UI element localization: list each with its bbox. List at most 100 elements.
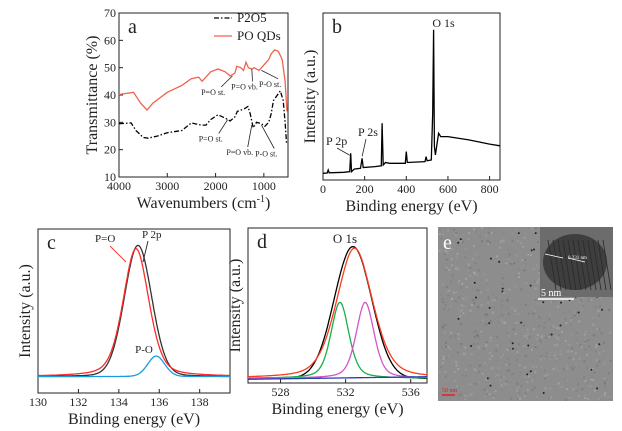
texture-speck	[539, 302, 542, 305]
texture-speck	[496, 374, 499, 377]
texture-speck	[474, 324, 477, 327]
texture-speck	[472, 288, 475, 291]
texture-speck	[502, 321, 505, 324]
texture-speck	[605, 359, 607, 362]
texture-speck	[549, 388, 552, 390]
texture-speck	[540, 302, 543, 305]
texture-speck	[583, 360, 586, 363]
quantum-dot	[473, 281, 476, 284]
texture-speck	[508, 256, 510, 259]
texture-speck	[552, 325, 555, 328]
texture-speck	[571, 355, 574, 358]
texture-speck	[590, 348, 593, 351]
texture-speck	[490, 276, 493, 279]
texture-speck	[474, 253, 477, 256]
texture-speck	[478, 296, 481, 299]
texture-speck	[438, 228, 441, 231]
texture-speck	[479, 247, 482, 250]
texture-speck	[603, 362, 606, 365]
texture-speck	[484, 394, 487, 397]
texture-speck	[492, 366, 495, 369]
texture-speck	[533, 280, 536, 283]
texture-speck	[570, 332, 572, 335]
texture-speck	[555, 351, 558, 353]
texture-speck	[469, 383, 472, 386]
texture-speck	[483, 347, 485, 350]
texture-speck	[517, 244, 520, 247]
texture-speck	[501, 283, 504, 286]
annotation-label: P=O st.	[201, 88, 225, 97]
texture-speck	[585, 330, 587, 333]
texture-speck	[488, 357, 491, 360]
texture-speck	[489, 320, 492, 323]
texture-speck	[575, 332, 578, 334]
texture-speck	[577, 395, 580, 397]
texture-speck	[498, 297, 501, 300]
texture-speck	[534, 299, 537, 302]
texture-speck	[464, 251, 467, 254]
texture-speck	[491, 355, 494, 357]
texture-speck	[540, 366, 543, 369]
scale-bar-label: 50 nm	[442, 388, 458, 394]
texture-speck	[449, 288, 452, 291]
texture-speck	[523, 299, 526, 302]
texture-speck	[524, 392, 527, 395]
texture-speck	[502, 291, 505, 294]
texture-speck	[537, 272, 540, 275]
texture-speck	[544, 299, 547, 302]
quantum-dot	[542, 392, 545, 394]
texture-speck	[603, 377, 606, 380]
texture-speck	[485, 378, 488, 381]
texture-speck	[445, 266, 448, 269]
annotation-label: P=O vb.	[231, 83, 258, 92]
texture-speck	[596, 351, 599, 354]
texture-speck	[474, 262, 477, 264]
y-tick-label: 20	[104, 143, 116, 157]
texture-speck	[449, 240, 452, 243]
texture-speck	[487, 298, 490, 301]
texture-speck	[507, 258, 510, 261]
quantum-dot	[488, 322, 491, 325]
texture-speck	[505, 262, 508, 264]
texture-speck	[547, 352, 550, 355]
texture-speck	[571, 347, 574, 350]
texture-speck	[578, 315, 581, 318]
texture-speck	[608, 309, 611, 311]
quantum-dot	[517, 232, 520, 235]
texture-speck	[514, 309, 517, 312]
texture-speck	[599, 305, 601, 308]
texture-speck	[509, 262, 512, 264]
texture-speck	[457, 368, 459, 371]
texture-speck	[478, 269, 481, 272]
texture-speck	[483, 273, 486, 276]
texture-speck	[456, 252, 459, 255]
texture-speck	[559, 353, 562, 356]
quantum-dot	[459, 238, 462, 241]
texture-speck	[534, 309, 537, 312]
quantum-dot	[486, 377, 489, 380]
texture-speck	[510, 340, 512, 343]
texture-speck	[547, 336, 550, 339]
texture-speck	[515, 348, 518, 351]
texture-speck	[595, 383, 598, 386]
texture-speck	[540, 355, 542, 358]
texture-speck	[461, 385, 464, 388]
texture-speck	[506, 298, 509, 301]
lattice-fringe	[597, 239, 607, 291]
lattice-fringe	[572, 239, 582, 291]
texture-speck	[520, 288, 523, 291]
texture-speck	[481, 319, 484, 322]
texture-speck	[454, 379, 457, 382]
texture-speck	[455, 231, 458, 233]
texture-speck	[488, 352, 491, 354]
x-axis-label: Binding energy (eV)	[271, 401, 403, 418]
texture-speck	[450, 258, 453, 261]
texture-speck	[514, 285, 517, 288]
texture-speck	[532, 312, 535, 315]
texture-speck	[572, 358, 575, 361]
texture-speck	[444, 324, 446, 327]
texture-speck	[584, 397, 587, 399]
texture-speck	[441, 325, 444, 328]
plot-frame	[37, 228, 231, 394]
texture-speck	[471, 246, 474, 249]
